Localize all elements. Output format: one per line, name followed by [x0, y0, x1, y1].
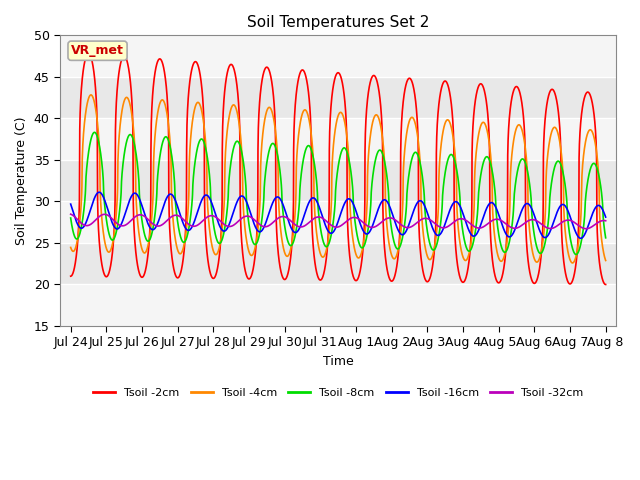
- Tsoil -4cm: [272, 133, 280, 139]
- Tsoil -8cm: [91, 130, 99, 135]
- Tsoil -32cm: [582, 226, 590, 232]
- Bar: [60, 119, 616, 160]
- Tsoil -32cm: [591, 221, 599, 227]
- Tsoil -4cm: [591, 142, 599, 147]
- Tsoil -16cm: [295, 226, 303, 232]
- Legend: Tsoil -2cm, Tsoil -4cm, Tsoil -8cm, Tsoil -16cm, Tsoil -32cm: Tsoil -2cm, Tsoil -4cm, Tsoil -8cm, Tsoi…: [89, 384, 588, 403]
- Tsoil -32cm: [534, 218, 541, 224]
- Tsoil -4cm: [602, 258, 609, 264]
- Tsoil -2cm: [591, 125, 599, 131]
- Text: VR_met: VR_met: [71, 44, 124, 57]
- Bar: [60, 36, 616, 77]
- Tsoil -4cm: [128, 112, 136, 118]
- Tsoil -32cm: [272, 217, 280, 223]
- Tsoil -4cm: [87, 92, 95, 98]
- Tsoil -8cm: [160, 137, 168, 143]
- Line: Tsoil -2cm: Tsoil -2cm: [70, 53, 605, 285]
- Tsoil -16cm: [602, 214, 609, 220]
- Tsoil -4cm: [160, 98, 168, 104]
- Tsoil -2cm: [128, 98, 136, 104]
- X-axis label: Time: Time: [323, 355, 353, 368]
- Tsoil -4cm: [67, 244, 74, 250]
- Tsoil -2cm: [67, 273, 74, 279]
- Tsoil -8cm: [572, 252, 580, 257]
- Tsoil -32cm: [67, 211, 74, 217]
- Tsoil -8cm: [67, 215, 74, 221]
- Line: Tsoil -32cm: Tsoil -32cm: [70, 214, 605, 229]
- Tsoil -8cm: [128, 133, 136, 139]
- Tsoil -16cm: [591, 205, 599, 211]
- Line: Tsoil -4cm: Tsoil -4cm: [70, 95, 605, 263]
- Tsoil -8cm: [534, 247, 541, 252]
- Tsoil -8cm: [272, 146, 280, 152]
- Y-axis label: Soil Temperature (C): Soil Temperature (C): [15, 117, 28, 245]
- Tsoil -2cm: [602, 282, 609, 288]
- Tsoil -16cm: [95, 189, 103, 195]
- Line: Tsoil -16cm: Tsoil -16cm: [70, 192, 605, 238]
- Tsoil -8cm: [602, 235, 609, 240]
- Tsoil -16cm: [128, 192, 136, 198]
- Tsoil -32cm: [159, 221, 167, 227]
- Tsoil -16cm: [534, 222, 541, 228]
- Tsoil -4cm: [534, 259, 541, 264]
- Tsoil -16cm: [577, 235, 584, 241]
- Tsoil -2cm: [534, 275, 541, 280]
- Title: Soil Temperatures Set 2: Soil Temperatures Set 2: [247, 15, 429, 30]
- Tsoil -16cm: [67, 201, 74, 207]
- Bar: [60, 202, 616, 243]
- Line: Tsoil -8cm: Tsoil -8cm: [70, 132, 605, 254]
- Tsoil -32cm: [602, 218, 609, 224]
- Tsoil -4cm: [295, 127, 303, 133]
- Bar: [60, 285, 616, 326]
- Tsoil -32cm: [128, 217, 136, 223]
- Tsoil -32cm: [295, 224, 303, 229]
- Tsoil -2cm: [295, 73, 303, 79]
- Tsoil -16cm: [160, 203, 168, 209]
- Tsoil -8cm: [295, 202, 303, 208]
- Tsoil -8cm: [591, 162, 599, 168]
- Tsoil -2cm: [272, 208, 280, 214]
- Tsoil -16cm: [272, 195, 280, 201]
- Tsoil -2cm: [160, 65, 168, 71]
- Tsoil -4cm: [568, 260, 576, 266]
- Tsoil -2cm: [84, 50, 92, 56]
